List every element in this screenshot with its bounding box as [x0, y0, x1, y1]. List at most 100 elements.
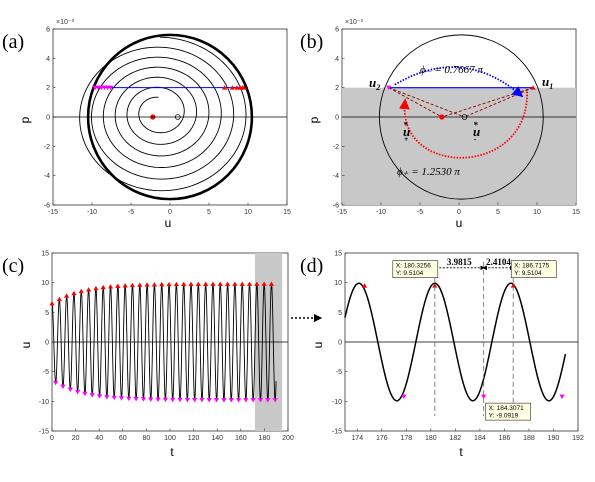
phi-plus-arc — [398, 91, 529, 159]
trough-marker — [53, 380, 59, 386]
panel-d-ticks: 174 176 178 180 182 184 186 188 190 192 -15 -10 -5 0 5… — [332, 251, 584, 443]
x-tick-label: 40 — [95, 435, 103, 442]
datatip-x: X: 186.7175 — [514, 263, 549, 270]
x-tick-label: 200 — [282, 435, 294, 442]
peak-marker — [71, 290, 77, 296]
peak-marker — [261, 281, 267, 286]
x-tick-label: 0 — [50, 435, 54, 442]
x-tick-label: 0 — [168, 209, 172, 216]
y-tick-label: -6 — [44, 203, 50, 210]
equilibrium-u-minus — [461, 114, 468, 120]
peak-marker — [122, 283, 128, 288]
datatip-x: X: 184.3071 — [489, 405, 524, 412]
peak-marker — [93, 285, 99, 291]
y-tick-label: -10 — [332, 399, 342, 406]
x-tick-label: 120 — [188, 435, 200, 442]
trough-marker — [118, 396, 125, 401]
panel-b-shaded-region — [342, 87, 576, 205]
panel-b-label: (b) — [300, 31, 323, 53]
peak-marker — [56, 296, 62, 302]
y-tick-label: 0 — [46, 115, 50, 122]
peak-marker — [100, 284, 106, 290]
x-tick-label: 186 — [499, 435, 511, 442]
panel-b-limit-cycle — [342, 34, 576, 200]
y-tick-label: 0 — [45, 340, 49, 347]
trough-marker — [89, 393, 95, 398]
x-tick-label: 192 — [572, 435, 584, 442]
y-tick-label: -2 — [333, 144, 339, 151]
panel-b: -15 -10 -5 0 5 10 15 -6 -4 -2 0 2 4 6 u p ×10⁻³ ϕ₋ = … — [307, 19, 580, 230]
peak-marker — [254, 281, 260, 286]
peak-marker — [246, 281, 253, 286]
trough-marker — [199, 398, 205, 403]
trough-marker — [214, 398, 220, 403]
panel-d-markers — [362, 283, 565, 399]
gap-label-1: 3.9815 — [447, 257, 472, 267]
panel-b-ylabel: p — [307, 116, 321, 123]
peak-marker — [362, 283, 368, 288]
panel-b-construction — [386, 66, 536, 159]
panel-c-label: (c) — [2, 255, 24, 277]
y-tick-label: 10 — [334, 280, 342, 287]
trough-marker — [272, 398, 278, 403]
x-tick-label: 182 — [450, 435, 462, 442]
trough-marker — [162, 397, 168, 403]
trough-marker — [155, 397, 161, 403]
peak-marker — [239, 281, 245, 286]
panel-b-ticks: -15 -10 -5 0 5 10 15 -6 -4 -2 0 2 4 6 — [333, 27, 580, 217]
construction-line — [388, 87, 465, 118]
y-tick-label: 10 — [41, 280, 49, 287]
y-tick-label: -2 — [44, 144, 50, 151]
panel-a-ylabel: p — [18, 116, 32, 123]
panel-c-ticks: 0 20 40 60 80 100 120 140 160 180 200 -15 -10 -5 0 5 10 1… — [39, 251, 294, 443]
y-tick-label: -5 — [43, 369, 49, 376]
y-tick-label: 5 — [45, 310, 49, 317]
trough-marker — [133, 397, 139, 402]
label-u1: u1 — [542, 74, 553, 91]
peak-marker — [224, 281, 231, 286]
u-vs-t-curve — [344, 282, 567, 402]
trough-marker — [221, 398, 227, 403]
y-tick-label: 0 — [335, 115, 339, 122]
trough-marker — [401, 394, 407, 399]
datatip-y: Y: 9.5104 — [514, 270, 542, 277]
trough-marker — [206, 398, 212, 403]
peak-marker — [144, 282, 150, 287]
trough-marker — [257, 398, 264, 403]
peak-marker — [166, 281, 172, 287]
trough-marker — [228, 398, 234, 403]
y-tick-label: 15 — [41, 251, 49, 258]
peak-marker — [85, 287, 92, 292]
y-tick-label: 6 — [335, 27, 339, 34]
y-tick-label: 5 — [338, 310, 342, 317]
construction-line — [388, 87, 443, 118]
x-tick-label: 60 — [119, 435, 127, 442]
peak-marker — [195, 281, 201, 286]
x-tick-label: -10 — [376, 209, 386, 216]
label-u-minus: u* - — [473, 120, 480, 144]
panel-c-markers — [49, 281, 278, 403]
trough-marker — [559, 394, 565, 399]
peak-marker — [217, 281, 223, 286]
peak-marker — [107, 284, 114, 289]
peak-marker — [210, 281, 216, 286]
y-tick-label: -15 — [332, 429, 342, 436]
y-tick-label: 2 — [335, 85, 339, 92]
panel-c: 0 20 40 60 80 100 120 140 160 180 200 -15 -10 -5 0 5 10 1… — [19, 251, 294, 460]
peak-marker — [181, 281, 187, 287]
datatip-box — [485, 402, 531, 421]
peak-marker — [78, 288, 84, 294]
trough-marker — [184, 397, 190, 403]
marker-u2 — [386, 85, 392, 91]
trough-marker — [140, 397, 147, 402]
trough-marker — [177, 397, 183, 403]
trough-marker — [111, 395, 117, 401]
x-tick-label: -15 — [337, 209, 347, 216]
trough-marker — [481, 394, 487, 399]
y-tick-label: -10 — [39, 399, 49, 406]
panel-d-ylabel: u — [311, 342, 325, 349]
trough-marker — [75, 389, 81, 395]
y-tick-label: 4 — [335, 56, 339, 63]
trough-marker — [243, 398, 249, 403]
